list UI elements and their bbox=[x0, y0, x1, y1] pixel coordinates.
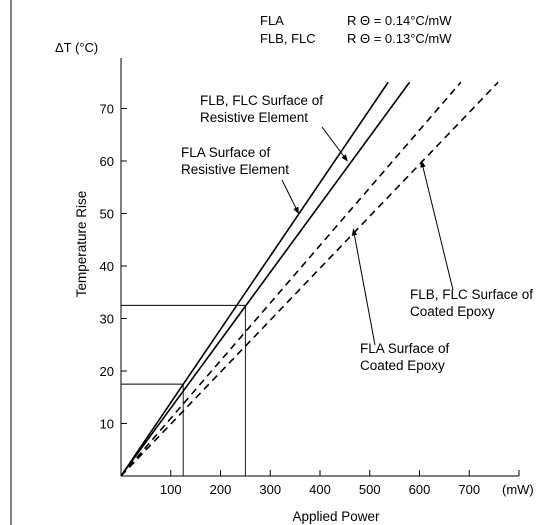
annotation-fla-epoxy-line2: Coated Epoxy bbox=[360, 358, 445, 373]
series-lines bbox=[120, 81, 499, 477]
series-line-2 bbox=[120, 81, 462, 477]
annotation-arrow-1 bbox=[281, 179, 300, 215]
y-tick-label: 70 bbox=[100, 102, 114, 117]
legend: FLA R Θ = 0.14°C/mW FLB, FLC R Θ = 0.13°… bbox=[260, 13, 452, 46]
legend-name-fla: FLA bbox=[260, 13, 284, 28]
x-axis-title: Applied Power bbox=[292, 509, 380, 524]
annotation-arrow-2 bbox=[420, 160, 454, 291]
x-tick-label: 300 bbox=[259, 482, 281, 497]
series-line-1 bbox=[120, 81, 411, 477]
y-tick-label: 10 bbox=[100, 417, 114, 432]
y-tick-label: 60 bbox=[100, 154, 114, 169]
x-tick-label: 600 bbox=[409, 482, 431, 497]
annotation-flb-flc-resistive-line2: Resistive Element bbox=[200, 110, 308, 125]
x-tick-label: 400 bbox=[309, 482, 331, 497]
y-unit-label: ΔT (°C) bbox=[55, 40, 98, 55]
y-tick-label: 30 bbox=[100, 312, 114, 327]
ticks: 100 200 300 400 500 600 700 10 20 30 40 50 60 70 bbox=[100, 102, 520, 497]
annotation-flb-flc-epoxy: FLB, FLC Surface of Coated Epoxy bbox=[410, 287, 533, 319]
y-axis-title: Temperature Rise bbox=[74, 191, 89, 298]
y-tick-label: 20 bbox=[100, 364, 114, 379]
legend-name-flb-flc: FLB, FLC bbox=[260, 31, 316, 46]
annotation-arrows bbox=[281, 126, 454, 346]
annotation-arrow-3 bbox=[351, 228, 376, 346]
x-unit-label: (mW) bbox=[502, 482, 534, 497]
annotation-flb-flc-epoxy-line2: Coated Epoxy bbox=[410, 304, 495, 319]
reference-lines bbox=[121, 304, 246, 476]
annotation-fla-resistive: FLA Surface of Resistive Element bbox=[181, 145, 289, 177]
annotation-flb-flc-resistive: FLB, FLC Surface of Resistive Element bbox=[200, 93, 323, 125]
series-line-0 bbox=[120, 81, 389, 477]
annotation-fla-epoxy-line1: FLA Surface of bbox=[360, 341, 450, 356]
x-tick-label: 700 bbox=[458, 482, 480, 497]
annotation-fla-resistive-line2: Resistive Element bbox=[181, 162, 289, 177]
legend-value-fla: R Θ = 0.14°C/mW bbox=[347, 13, 452, 28]
x-tick-label: 500 bbox=[359, 482, 381, 497]
annotation-arrow-0 bbox=[321, 126, 348, 162]
y-tick-label: 50 bbox=[100, 207, 114, 222]
annotation-fla-resistive-line1: FLA Surface of bbox=[181, 145, 271, 160]
annotation-flb-flc-resistive-line1: FLB, FLC Surface of bbox=[200, 93, 323, 108]
annotation-fla-epoxy: FLA Surface of Coated Epoxy bbox=[360, 341, 450, 373]
series-line-3 bbox=[120, 81, 499, 477]
y-tick-label: 40 bbox=[100, 259, 114, 274]
annotation-flb-flc-epoxy-line1: FLB, FLC Surface of bbox=[410, 287, 533, 302]
x-tick-label: 200 bbox=[210, 482, 232, 497]
legend-value-flb-flc: R Θ = 0.13°C/mW bbox=[347, 31, 452, 46]
x-tick-label: 100 bbox=[160, 482, 182, 497]
